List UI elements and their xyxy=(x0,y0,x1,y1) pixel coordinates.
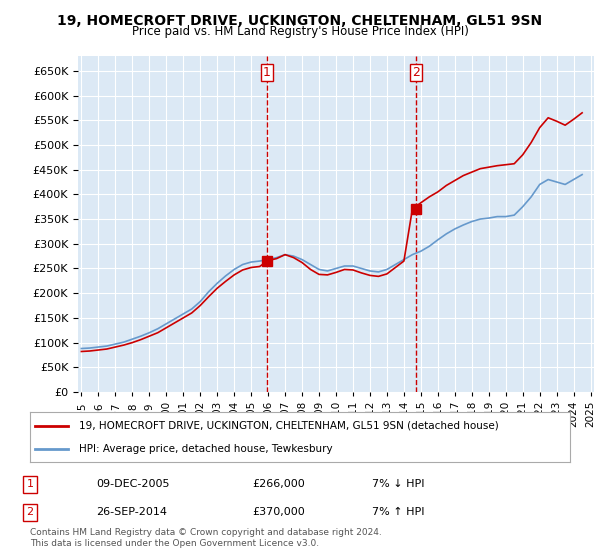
Text: 09-DEC-2005: 09-DEC-2005 xyxy=(96,479,170,489)
Text: 2: 2 xyxy=(26,507,34,517)
Text: 26-SEP-2014: 26-SEP-2014 xyxy=(96,507,167,517)
Text: 7% ↑ HPI: 7% ↑ HPI xyxy=(372,507,425,517)
Text: £266,000: £266,000 xyxy=(252,479,305,489)
Text: Price paid vs. HM Land Registry's House Price Index (HPI): Price paid vs. HM Land Registry's House … xyxy=(131,25,469,38)
Text: Contains HM Land Registry data © Crown copyright and database right 2024.
This d: Contains HM Land Registry data © Crown c… xyxy=(30,528,382,548)
Text: 7% ↓ HPI: 7% ↓ HPI xyxy=(372,479,425,489)
Text: £370,000: £370,000 xyxy=(252,507,305,517)
Text: 19, HOMECROFT DRIVE, UCKINGTON, CHELTENHAM, GL51 9SN (detached house): 19, HOMECROFT DRIVE, UCKINGTON, CHELTENH… xyxy=(79,421,499,431)
Text: 2: 2 xyxy=(412,66,420,79)
Text: 19, HOMECROFT DRIVE, UCKINGTON, CHELTENHAM, GL51 9SN: 19, HOMECROFT DRIVE, UCKINGTON, CHELTENH… xyxy=(58,14,542,28)
Text: 1: 1 xyxy=(26,479,34,489)
Text: 1: 1 xyxy=(263,66,271,79)
Text: HPI: Average price, detached house, Tewkesbury: HPI: Average price, detached house, Tewk… xyxy=(79,445,332,454)
